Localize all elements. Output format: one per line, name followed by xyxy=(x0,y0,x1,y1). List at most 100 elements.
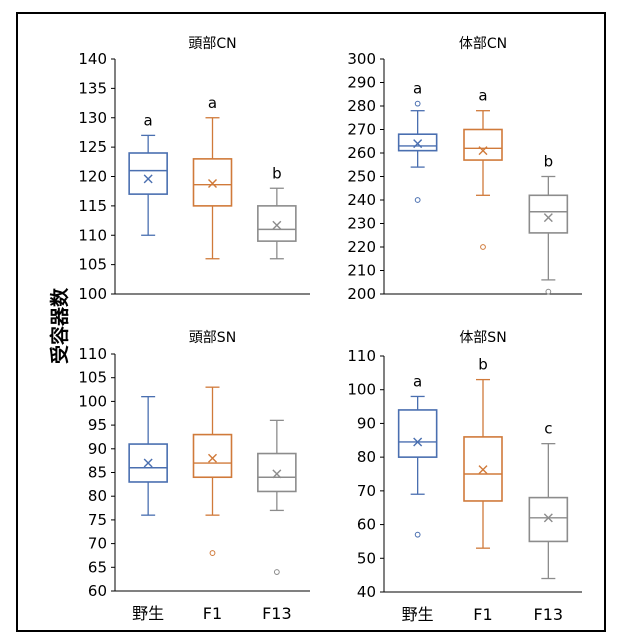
y-tick-label: 70 xyxy=(357,482,376,500)
y-tick-label: 250 xyxy=(347,168,376,186)
box-F1 xyxy=(192,386,233,556)
y-tick-label: 140 xyxy=(78,50,107,68)
mean-marker xyxy=(543,213,553,223)
box-iqr xyxy=(257,205,297,242)
y-tick-label: 125 xyxy=(78,138,107,156)
y-tick-label: 85 xyxy=(88,464,107,482)
y-tick-label: 270 xyxy=(347,121,376,139)
box-iqr xyxy=(463,128,503,161)
y-tick-label: 100 xyxy=(347,381,376,399)
outlier-point xyxy=(545,288,552,295)
panel-title: 体部CN xyxy=(459,36,507,52)
significance-letter: b xyxy=(272,164,282,182)
y-tick-label: 290 xyxy=(347,74,376,92)
x-category-label: 野生 xyxy=(402,605,434,624)
y-tick-label: 240 xyxy=(347,191,376,209)
figure-frame: 受容器数 xyxy=(16,12,606,632)
y-tick-label: 80 xyxy=(357,448,376,466)
outlier-point xyxy=(480,244,486,250)
y-tick-label: 90 xyxy=(357,414,376,432)
x-category-label: 野生 xyxy=(132,604,164,623)
box-iqr xyxy=(257,452,297,493)
y-tick-label: 300 xyxy=(347,50,376,68)
box-iqr xyxy=(397,409,438,458)
y-tick-label: 260 xyxy=(347,144,376,162)
y-tick-label: 80 xyxy=(88,487,107,505)
box-iqr xyxy=(128,152,168,195)
mean-marker xyxy=(413,139,423,149)
mean-marker xyxy=(208,453,217,463)
outlier-point xyxy=(273,569,280,575)
mean-marker xyxy=(478,146,488,156)
y-tick-label: 210 xyxy=(347,262,376,280)
panel-title: 体部SN xyxy=(459,330,506,346)
y-tick-label: 65 xyxy=(88,558,107,576)
box-iqr xyxy=(192,433,233,479)
outlier-point xyxy=(414,531,421,538)
y-tick-label: 95 xyxy=(88,416,107,434)
y-tick-label: 105 xyxy=(78,256,107,274)
box-iqr xyxy=(397,133,438,152)
box-野生 xyxy=(397,395,438,538)
y-tick-label: 110 xyxy=(78,226,107,244)
significance-letter: c xyxy=(544,420,552,438)
mean-marker xyxy=(143,174,153,184)
box-野生 xyxy=(397,100,438,203)
y-tick-label: 115 xyxy=(78,197,107,215)
y-tick-label: 100 xyxy=(78,392,107,410)
y-tick-label: 105 xyxy=(78,369,107,387)
y-tick-label: 280 xyxy=(347,97,376,115)
y-tick-label: 120 xyxy=(78,168,107,186)
outlier-point xyxy=(414,197,421,203)
significance-letter: a xyxy=(144,111,153,129)
significance-letter: a xyxy=(208,94,217,112)
y-tick-label: 130 xyxy=(78,109,107,127)
y-tick-label: 60 xyxy=(357,516,376,534)
box-F1 xyxy=(192,117,233,260)
box-F13 xyxy=(528,443,569,580)
y-tick-label: 100 xyxy=(78,285,107,303)
y-tick-label: 230 xyxy=(347,215,376,233)
y-tick-label: 60 xyxy=(88,582,107,600)
box-F13 xyxy=(257,187,297,260)
panel-title: 頭部CN xyxy=(188,36,236,52)
significance-letter: a xyxy=(413,372,422,390)
panel-title: 頭部SN xyxy=(189,330,236,346)
mean-marker xyxy=(272,469,282,479)
mean-marker xyxy=(543,513,553,523)
y-tick-label: 75 xyxy=(88,511,107,529)
y-tick-label: 110 xyxy=(347,347,376,365)
mean-marker xyxy=(143,458,153,468)
y-tick-label: 135 xyxy=(78,79,107,97)
y-tick-label: 90 xyxy=(88,440,107,458)
box-野生 xyxy=(128,396,168,516)
box-iqr xyxy=(463,436,503,502)
outlier-point xyxy=(414,100,421,107)
significance-letter: a xyxy=(478,87,487,105)
significance-letter: b xyxy=(544,153,554,171)
box-iqr xyxy=(528,496,569,543)
y-tick-label: 110 xyxy=(78,345,107,363)
y-tick-label: 50 xyxy=(357,549,376,567)
y-tick-label: 40 xyxy=(357,583,376,601)
box-F13 xyxy=(257,419,297,575)
box-F13 xyxy=(528,175,569,295)
y-tick-label: 200 xyxy=(347,285,376,303)
y-tick-label: 220 xyxy=(347,238,376,256)
x-category-label: F1 xyxy=(473,605,492,624)
outlier-point xyxy=(209,550,216,556)
x-category-label: F13 xyxy=(534,605,564,624)
y-tick-label: 70 xyxy=(88,535,107,553)
box-F1 xyxy=(463,378,503,549)
x-category-label: F13 xyxy=(262,604,292,623)
box-F1 xyxy=(463,110,503,250)
mean-marker xyxy=(413,437,423,447)
box-野生 xyxy=(128,134,168,236)
significance-letter: a xyxy=(413,80,422,98)
mean-marker xyxy=(272,220,282,230)
significance-letter: b xyxy=(478,356,488,374)
mean-marker xyxy=(478,465,488,475)
box-iqr xyxy=(528,194,569,234)
box-iqr xyxy=(192,158,233,207)
